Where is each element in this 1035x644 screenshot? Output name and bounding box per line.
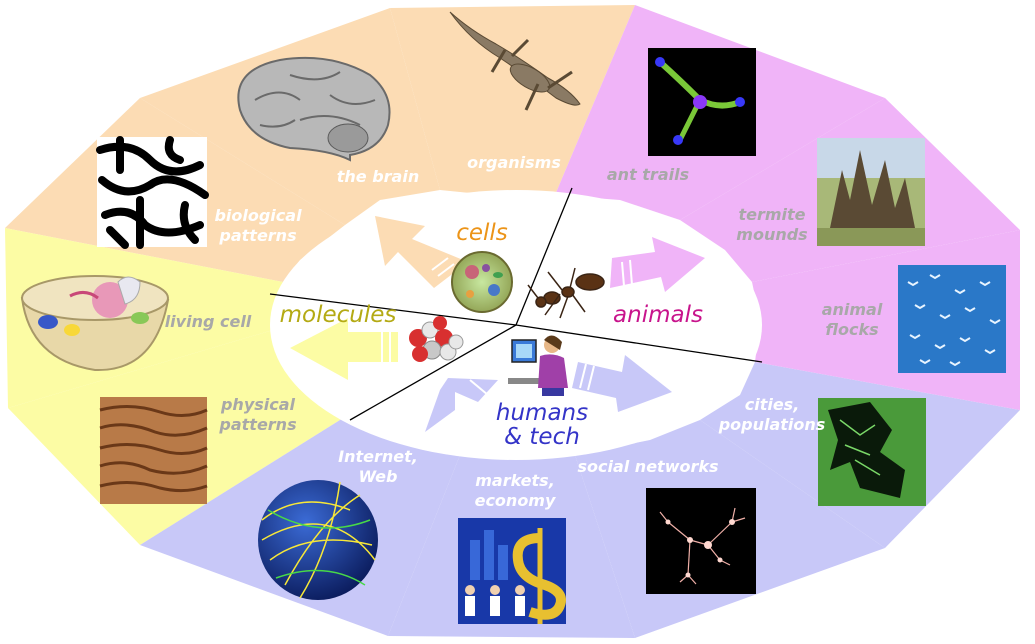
category-humans-line2: & tech [504, 424, 580, 450]
arrow-animals [610, 237, 705, 292]
termite-mound-icon [817, 138, 925, 246]
label-organisms: organisms [467, 153, 561, 172]
dollar-sign-icon [458, 518, 566, 624]
label-markets-economy-line1: markets, [475, 471, 555, 490]
label-cities-populations-line2: populations [718, 415, 826, 434]
center-dividers [269, 187, 763, 421]
label-internet-web-line1: Internet, [338, 447, 418, 466]
category-molecules: molecules [280, 302, 397, 328]
arrow-humans-right [572, 355, 672, 412]
category-animals: animals [613, 302, 703, 328]
label-biological-patterns-line2: patterns [218, 226, 296, 245]
label-cities-populations-line1: cities, [745, 395, 800, 414]
cell-diagram-icon [20, 275, 170, 372]
brain-icon [237, 56, 391, 162]
category-humans-line1: humans [496, 400, 588, 426]
arrow-cells [375, 216, 468, 288]
label-animal-flocks-line2: flocks [825, 320, 878, 339]
label-social-networks: social networks [577, 457, 718, 476]
arrow-molecules [290, 318, 398, 380]
bird-flock-icon [898, 265, 1006, 373]
segment-organisms [390, 5, 635, 195]
category-cells: cells [456, 220, 508, 246]
label-termite-mounds-line1: termite [738, 205, 805, 224]
ant-icon [527, 267, 605, 319]
label-living-cell: living cell [165, 312, 252, 331]
label-internet-web-line2: Web [359, 467, 398, 486]
turing-pattern-icon [96, 136, 209, 249]
internet-globe-icon [258, 480, 378, 600]
label-the-brain: the brain [337, 167, 419, 186]
ant-trail-icon [648, 48, 756, 156]
label-physical-patterns-line2: patterns [218, 415, 296, 434]
label-termite-mounds-line2: mounds [736, 225, 807, 244]
computer-user-icon [508, 335, 568, 396]
label-biological-patterns-line1: biological [214, 206, 302, 225]
cell-icon [451, 251, 513, 313]
label-animal-flocks-line1: animal [822, 300, 883, 319]
social-network-icon [646, 488, 756, 594]
lizard-icon [449, 11, 581, 111]
label-ant-trails: ant trails [607, 165, 689, 184]
label-markets-economy-line2: economy [475, 491, 556, 510]
arrow-humans-left [425, 378, 498, 432]
sand-dunes-icon [99, 397, 208, 504]
label-physical-patterns-line1: physical [220, 395, 296, 414]
city-map-icon [818, 398, 926, 506]
molecule-icon [409, 316, 464, 362]
